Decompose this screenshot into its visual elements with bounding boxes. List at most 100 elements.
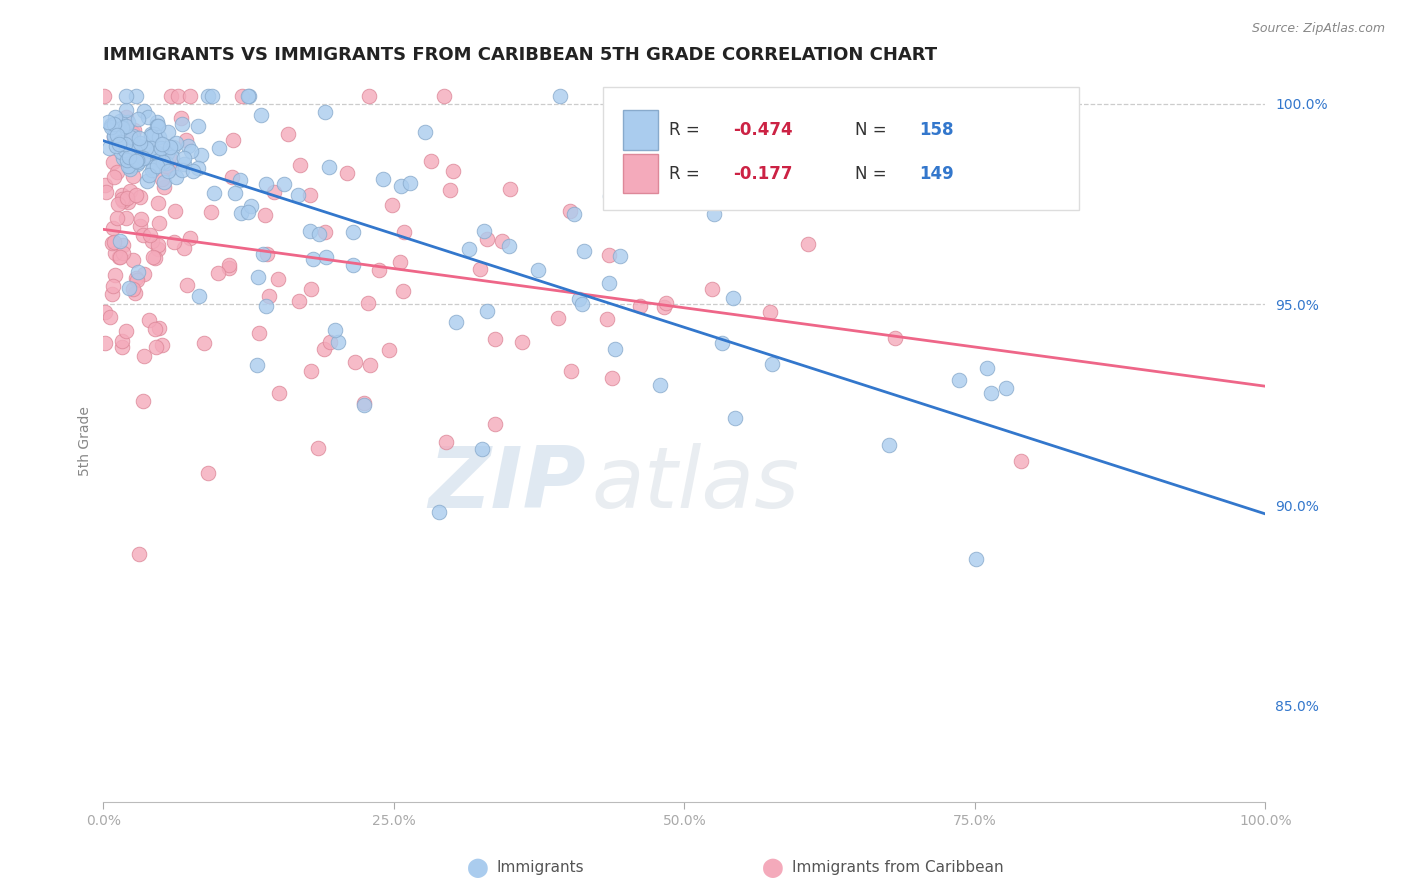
Point <box>153 176 176 190</box>
Point <box>128 219 150 234</box>
Point <box>166 136 188 150</box>
Point <box>288 293 311 308</box>
Point <box>359 358 381 372</box>
Point <box>122 282 145 296</box>
Point <box>162 140 184 154</box>
Point <box>484 332 506 346</box>
Point <box>110 145 132 159</box>
Point <box>125 154 148 169</box>
Point <box>118 281 141 295</box>
Point <box>246 270 269 285</box>
Point <box>703 207 725 221</box>
Point <box>146 120 169 134</box>
Point <box>236 205 259 219</box>
Point <box>176 133 198 147</box>
Point <box>378 343 401 357</box>
Point <box>127 155 149 169</box>
Point <box>135 140 157 154</box>
Point <box>267 386 290 401</box>
Point <box>157 150 180 164</box>
Point <box>162 150 184 164</box>
Point <box>166 88 188 103</box>
Point <box>218 258 240 272</box>
Point <box>122 128 145 143</box>
Point <box>115 103 138 117</box>
Point <box>96 185 118 199</box>
Text: 149: 149 <box>920 165 953 183</box>
Point <box>436 434 458 449</box>
Point <box>149 150 172 164</box>
Point <box>315 250 337 264</box>
Point <box>193 335 215 350</box>
Point <box>111 120 134 134</box>
Point <box>129 212 152 227</box>
Point <box>700 282 723 296</box>
Point <box>299 224 322 238</box>
Point <box>117 115 139 129</box>
Point <box>574 244 596 258</box>
Point <box>558 204 581 219</box>
Point <box>115 191 138 205</box>
Point <box>231 88 253 103</box>
Point <box>600 371 623 385</box>
Point <box>224 186 246 200</box>
Point <box>207 266 229 280</box>
Point <box>761 357 783 371</box>
Point <box>326 334 349 349</box>
Point <box>439 183 461 197</box>
Point <box>101 279 124 293</box>
Point <box>153 179 176 194</box>
Point <box>965 552 987 566</box>
Point <box>100 120 122 134</box>
Point <box>129 136 152 150</box>
Point <box>344 355 367 369</box>
Point <box>342 225 364 239</box>
Point <box>368 263 391 277</box>
Point <box>301 252 323 267</box>
Point <box>308 227 330 241</box>
Point <box>598 276 620 290</box>
Point <box>104 110 127 124</box>
Point <box>471 442 494 457</box>
Point <box>156 145 179 160</box>
Point <box>695 187 717 202</box>
Point <box>240 199 263 213</box>
Point <box>132 149 155 163</box>
Point <box>484 417 506 432</box>
Point <box>163 204 186 219</box>
Point <box>527 263 550 277</box>
Point <box>145 145 167 160</box>
Text: -0.177: -0.177 <box>733 165 793 183</box>
Point <box>373 172 395 186</box>
Point <box>136 110 159 124</box>
Point <box>143 322 166 336</box>
Point <box>142 250 165 264</box>
Point <box>389 255 412 269</box>
Point <box>200 205 222 219</box>
Point <box>145 340 167 354</box>
Point <box>277 127 299 141</box>
Point <box>141 163 163 178</box>
Point <box>148 238 170 252</box>
Point <box>121 252 143 267</box>
Point <box>141 234 163 248</box>
Point <box>357 295 380 310</box>
Point <box>146 151 169 165</box>
Point <box>267 272 290 286</box>
Point <box>571 297 593 311</box>
Text: Immigrants: Immigrants <box>496 861 583 875</box>
Point <box>115 324 138 338</box>
Point <box>299 282 322 296</box>
Point <box>202 186 225 200</box>
Point <box>188 289 211 303</box>
Point <box>249 107 271 121</box>
Point <box>103 235 125 250</box>
Point <box>197 88 219 103</box>
Point <box>173 151 195 165</box>
Point <box>118 162 141 177</box>
Point <box>711 336 734 351</box>
Point <box>547 310 569 325</box>
Point <box>120 184 142 198</box>
Point <box>980 385 1002 400</box>
Point <box>103 129 125 144</box>
